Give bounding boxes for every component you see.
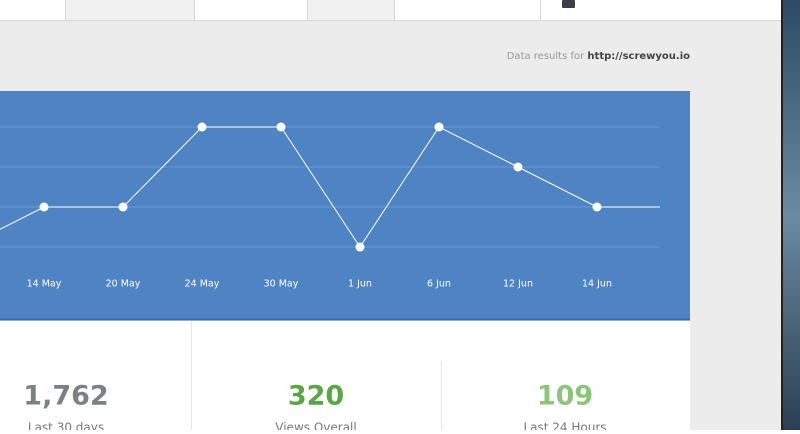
x-tick-label: 14 May [27, 279, 62, 290]
avatar[interactable] [562, 0, 575, 8]
point [513, 162, 523, 172]
point [434, 122, 444, 132]
x-tick-label: 1 Jun [348, 279, 372, 290]
stat-value: 1,762 [23, 381, 108, 412]
point [118, 202, 128, 212]
source-url[interactable]: http://screwyou.io [587, 51, 690, 62]
stats: 1,762 Last 30 days 320 Views Overall 109 Last… [23, 381, 606, 434]
desktop [782, 0, 800, 430]
source-prefix: Data results for [507, 51, 585, 62]
stat-value: 320 [288, 381, 344, 412]
x-tick-label: 20 May [106, 279, 141, 290]
point [197, 122, 207, 132]
nav-tab[interactable] [65, 0, 194, 20]
nav-tab[interactable] [307, 0, 394, 20]
x-tick-label: 30 May [264, 279, 299, 290]
stats-panel [0, 321, 690, 430]
chart-panel [0, 91, 690, 320]
stat-label: Last 24 Hours [523, 421, 606, 431]
x-tick-label: 24 May [185, 279, 220, 290]
point [39, 202, 49, 212]
x-tick-label: 6 Jun [427, 279, 451, 290]
line [0, 126, 660, 248]
point [355, 242, 365, 252]
stat-label: Last 30 days [28, 421, 104, 431]
point [592, 202, 602, 212]
x-tick-label: 14 Jun [582, 279, 612, 290]
x-tick-label: 12 Jun [503, 279, 533, 290]
chart: 14 May 20 May 24 May 30 May 1 Jun 6 Jun 12 Jun… [0, 122, 660, 290]
nav-dividers [0, 0, 781, 21]
point [276, 122, 286, 132]
stat-value: 109 [537, 381, 593, 412]
source-note: Data results for http://screwyou.io [507, 51, 690, 62]
stat-label: Views Overall [275, 421, 356, 431]
